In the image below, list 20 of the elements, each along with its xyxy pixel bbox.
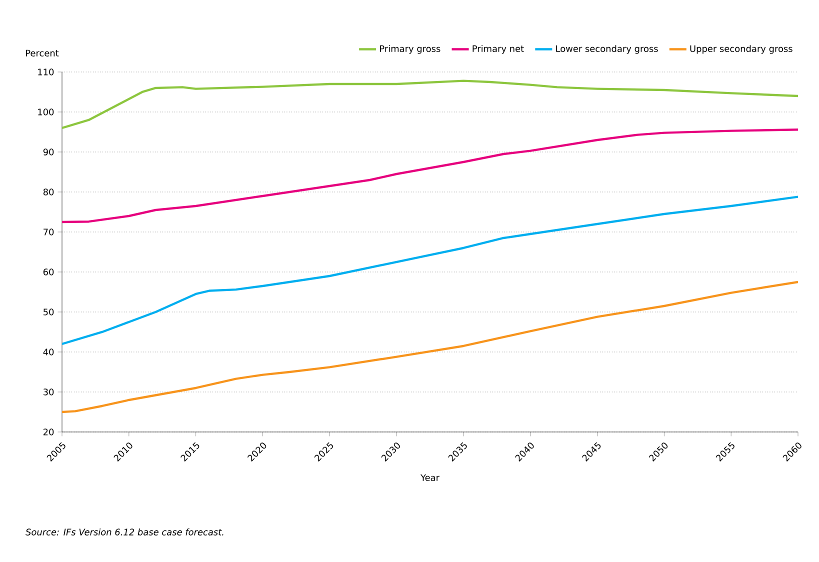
legend-label: Primary gross: [380, 45, 440, 54]
y-tick-label: 100: [38, 108, 54, 116]
y-tick-label: 110: [38, 68, 54, 76]
y-tick-label: 90: [43, 148, 54, 156]
source-note: Source: IFs Version 6.12 base case forecast.: [26, 528, 224, 536]
y-tick-label: 80: [43, 188, 54, 196]
legend-label: Primary net: [472, 45, 524, 54]
y-tick-label: 20: [43, 428, 54, 436]
y-axis-title: Percent: [26, 50, 59, 56]
y-tick-label: 70: [44, 228, 54, 236]
y-tick-label: 60: [43, 268, 54, 276]
legend-label: Upper secondary gross: [690, 45, 792, 54]
y-tick-label: 40: [43, 348, 54, 356]
line-series: [62, 80, 798, 130]
x-axis-title: Year: [420, 474, 440, 482]
y-tick-label: 50: [44, 308, 54, 316]
line-series: [62, 280, 798, 414]
y-tick-label: 30: [44, 388, 54, 396]
line-series: [62, 128, 798, 224]
legend-label: Lower secondary gross: [556, 45, 658, 54]
